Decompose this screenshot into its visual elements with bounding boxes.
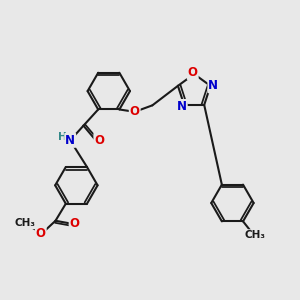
Text: H: H	[58, 132, 66, 142]
Text: O: O	[36, 226, 46, 240]
Text: CH₃: CH₃	[15, 218, 36, 228]
Text: N: N	[208, 79, 218, 92]
Text: N: N	[177, 100, 187, 113]
Text: O: O	[130, 105, 140, 118]
Text: O: O	[188, 66, 198, 79]
Text: CH₃: CH₃	[244, 230, 265, 240]
Text: N: N	[65, 134, 75, 147]
Text: O: O	[70, 217, 80, 230]
Text: O: O	[94, 134, 104, 147]
